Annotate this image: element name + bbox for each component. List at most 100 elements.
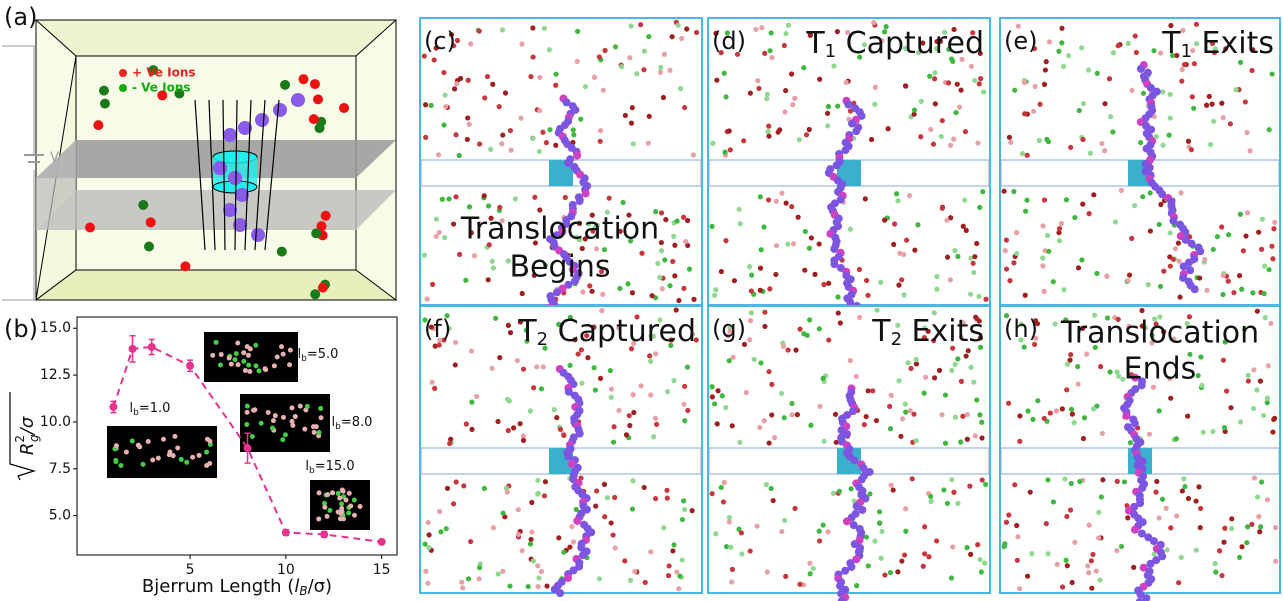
ion — [1028, 490, 1033, 495]
ion — [878, 280, 883, 285]
y-tick-label: 15.0 — [40, 320, 71, 336]
ion — [625, 281, 630, 286]
ion — [609, 520, 614, 525]
ion — [764, 482, 769, 487]
panel-label: (e) — [1004, 27, 1038, 55]
ion — [571, 132, 576, 137]
ion — [953, 362, 958, 367]
ion — [941, 487, 946, 492]
inset-bead — [312, 430, 317, 435]
ion — [1238, 60, 1243, 65]
inset-bead — [336, 491, 341, 496]
ion — [967, 484, 972, 489]
inset-image — [240, 394, 330, 452]
ion — [609, 395, 614, 400]
ion — [982, 561, 987, 566]
ion — [426, 532, 431, 537]
ion — [1258, 524, 1263, 529]
ion — [1255, 494, 1260, 499]
ion — [500, 569, 505, 574]
ion — [928, 127, 933, 132]
ion — [547, 127, 552, 132]
ion — [1158, 202, 1163, 207]
ion — [826, 281, 831, 286]
ion — [653, 351, 658, 356]
legend-entry: + Ve Ions — [132, 66, 196, 80]
ion — [752, 357, 757, 362]
ion — [758, 266, 763, 271]
ion — [960, 414, 965, 419]
ion — [937, 368, 942, 373]
ion — [889, 483, 894, 488]
caption: T2 Exits — [871, 314, 984, 351]
x-label-part: /σ) — [308, 576, 333, 597]
y-label-part: /σ — [17, 416, 38, 436]
ion — [1116, 374, 1121, 379]
ion — [914, 438, 919, 443]
ion — [1198, 525, 1203, 530]
monomer — [573, 152, 581, 160]
ion — [469, 427, 474, 432]
ion — [953, 110, 958, 115]
ion — [975, 140, 980, 145]
ion — [732, 278, 737, 283]
ion — [821, 376, 826, 381]
ion — [874, 418, 879, 423]
ion — [863, 196, 868, 201]
ion — [911, 412, 916, 417]
ion — [1189, 147, 1194, 152]
ion — [1211, 247, 1216, 252]
chart-b: (b)5.07.510.012.515.051015Bjerrum Length… — [4, 315, 397, 598]
ion — [948, 143, 953, 148]
ion — [899, 558, 904, 563]
ion — [611, 532, 616, 537]
ion — [1110, 129, 1115, 134]
ion — [1249, 522, 1254, 527]
inset-bead — [219, 352, 224, 357]
ion — [624, 432, 629, 437]
ion — [486, 203, 491, 208]
ion — [661, 95, 666, 100]
ion — [864, 278, 869, 283]
inset-bead — [327, 508, 332, 513]
ion — [766, 197, 771, 202]
ion — [660, 286, 665, 291]
monomer — [213, 161, 227, 175]
ion — [535, 491, 540, 496]
ion — [837, 489, 842, 494]
ion — [556, 535, 561, 540]
ion — [1243, 233, 1248, 238]
ion — [943, 441, 948, 446]
ion — [727, 519, 732, 524]
ion — [895, 323, 900, 328]
ion — [457, 252, 462, 257]
ion — [100, 99, 110, 109]
ion — [674, 569, 679, 574]
ion — [298, 74, 308, 84]
ion — [766, 134, 771, 139]
ion — [1251, 406, 1256, 411]
ion — [1168, 264, 1173, 269]
ion — [1257, 529, 1262, 534]
ion — [922, 551, 927, 556]
ion — [728, 147, 733, 152]
ion — [712, 401, 717, 406]
ion — [521, 367, 526, 372]
ion — [791, 241, 796, 246]
ion — [687, 267, 692, 272]
ion — [575, 59, 580, 64]
ion — [747, 337, 752, 342]
ion — [1047, 39, 1052, 44]
ion — [477, 576, 482, 581]
ion — [762, 310, 767, 315]
ion — [1140, 194, 1145, 199]
ion — [1040, 223, 1045, 228]
ion — [1125, 515, 1130, 520]
ion — [1045, 477, 1050, 482]
caption: Ends — [1124, 352, 1197, 387]
inset-bead — [175, 445, 180, 450]
monomer — [1146, 560, 1154, 568]
ion — [628, 578, 633, 583]
ion — [1221, 273, 1226, 278]
ion — [730, 567, 735, 572]
